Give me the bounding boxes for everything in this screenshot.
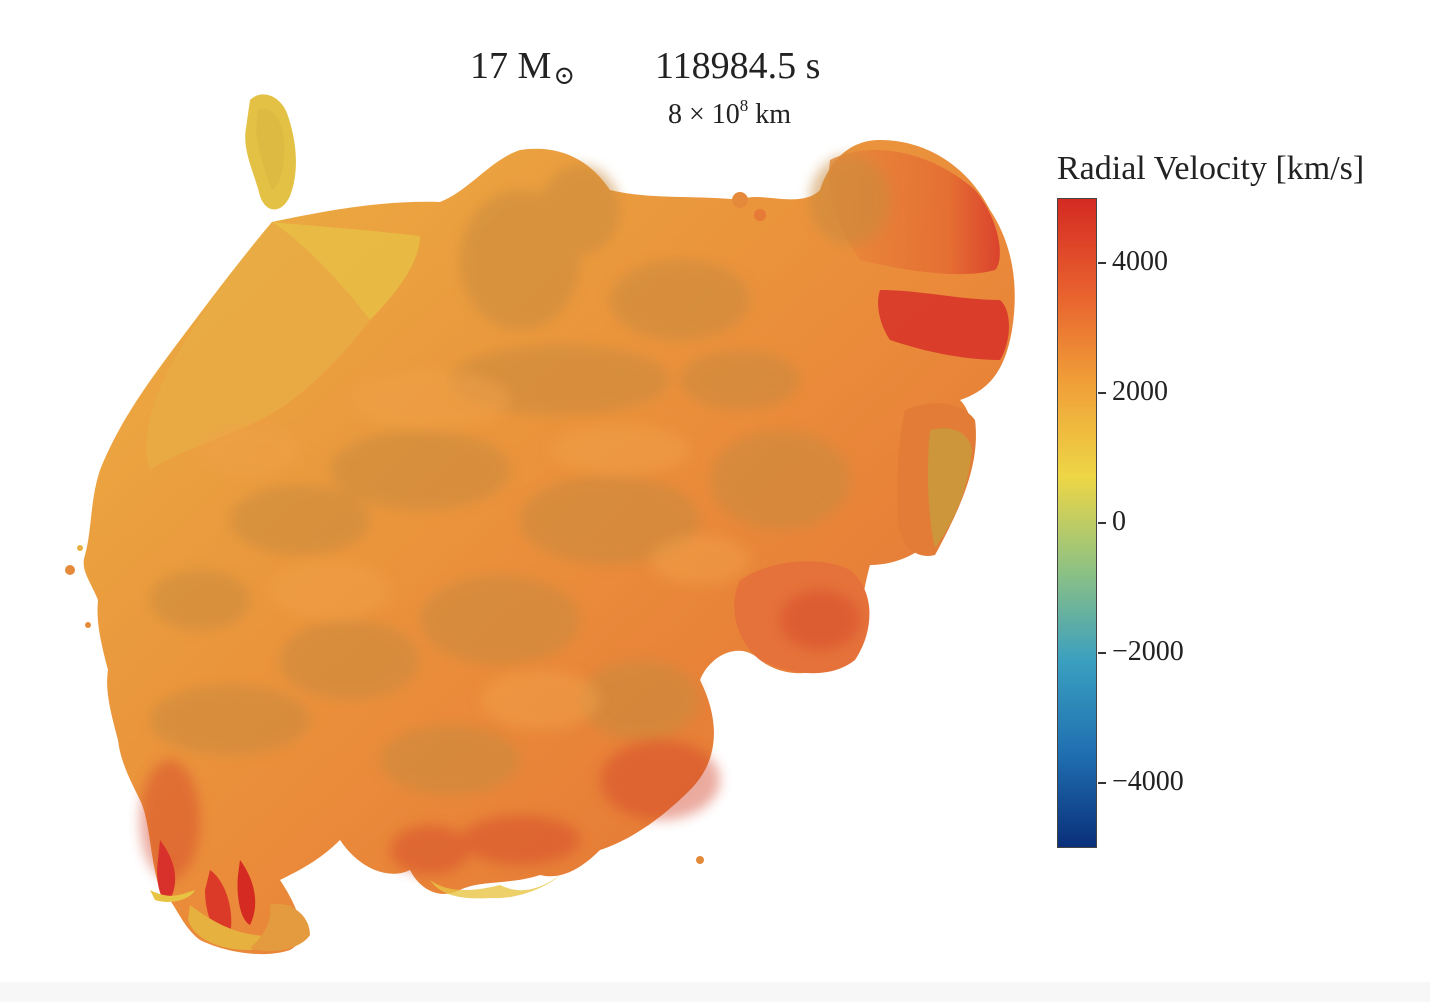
simulation-time-label: 118984.5 s [655,45,821,87]
surface-dark-red [140,590,860,880]
colorbar-tick-label: −2000 [1112,636,1184,667]
spatial-scale-label: 8 × 108 km [668,96,792,130]
bottom-strip [0,982,1430,1002]
colorbar-tick [1098,522,1106,524]
colorbar-tick-label: 2000 [1112,376,1168,407]
colorbar-tick [1098,262,1106,264]
colorbar-tick-label: 4000 [1112,246,1168,277]
tendrils [157,840,176,901]
colorbar-tick [1098,652,1106,654]
colorbar-title: Radial Velocity [km/s] [1057,150,1365,187]
sun-symbol: ⊙ [553,61,576,90]
colorbar-tick-label: 0 [1112,506,1126,537]
surface-highlights [200,370,750,730]
stellar-mass-label: 17 M⊙ [470,45,576,90]
colorbar-tick [1098,782,1106,784]
surface-shading [150,155,890,795]
colorbar-tick [1098,392,1106,394]
colorbar [1057,198,1097,848]
colorbar-tick-label: −4000 [1112,766,1184,797]
